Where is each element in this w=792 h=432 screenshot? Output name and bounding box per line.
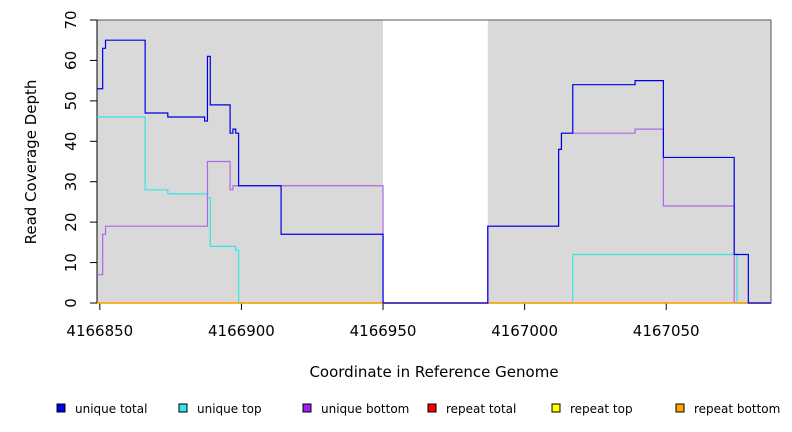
- legend-swatch-repeat-bottom: [675, 403, 685, 413]
- y-tick-label: 40: [62, 132, 80, 151]
- legend: unique total unique top unique bottom repea…: [56, 402, 780, 416]
- y-tick-label: 60: [62, 51, 80, 70]
- x-tick-label: 4166950: [350, 322, 417, 340]
- y-tick-label: 0: [62, 298, 80, 308]
- x-tick-label: 4167050: [633, 322, 700, 340]
- y-tick-label: 30: [62, 172, 80, 191]
- shaded-regions: [97, 20, 771, 303]
- legend-swatch-unique-total: [56, 403, 66, 413]
- y-tick-label: 50: [62, 91, 80, 110]
- legend-swatch-unique-top: [178, 403, 188, 413]
- axes: 0 10 20 30 40 50 60 70 4166850 4166900 4166950 4167…: [62, 10, 700, 340]
- x-axis-label: Coordinate in Reference Genome: [309, 363, 558, 381]
- y-tick-label: 20: [62, 213, 80, 232]
- legend-swatch-repeat-total: [427, 403, 437, 413]
- x-tick-label: 4167000: [491, 322, 558, 340]
- legend-label: unique bottom: [321, 402, 409, 416]
- y-tick-label: 10: [62, 253, 80, 272]
- series-line-unique-top: [97, 116, 771, 304]
- y-axis-label: Read Coverage Depth: [22, 80, 40, 245]
- y-tick-label: 70: [62, 10, 80, 29]
- legend-label: unique top: [197, 402, 262, 416]
- legend-label: unique total: [75, 402, 147, 416]
- x-tick-label: 4166900: [208, 322, 275, 340]
- series-line-unique-total: [97, 39, 771, 304]
- series-lines: [97, 39, 771, 304]
- legend-label: repeat total: [446, 402, 516, 416]
- x-tick-label: 4166850: [66, 322, 133, 340]
- legend-swatch-repeat-top: [551, 403, 561, 413]
- legend-swatch-unique-bottom: [302, 403, 312, 413]
- shaded-region-1: [487, 20, 771, 303]
- shaded-region-0: [97, 20, 384, 303]
- legend-label: repeat top: [570, 402, 633, 416]
- legend-label: repeat bottom: [694, 402, 780, 416]
